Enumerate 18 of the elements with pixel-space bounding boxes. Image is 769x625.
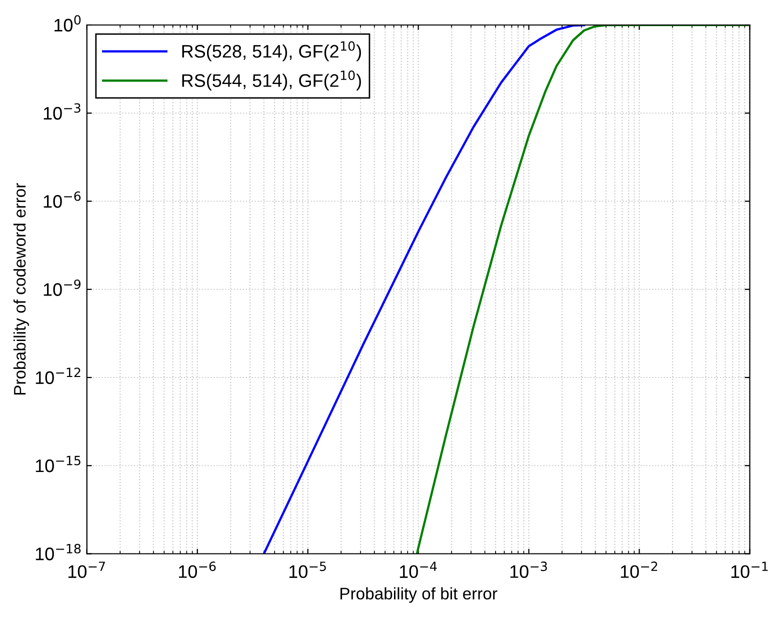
x-axis-title: Probability of bit error: [340, 587, 498, 603]
y-tick-label: 10$^{−6}$: [44, 191, 81, 208]
x-tick-label: 10$^{−4}$: [400, 562, 437, 578]
y-tick-label: 10$^{0}$: [54, 15, 81, 32]
y-tick-label: 10$^{−18}$: [36, 544, 81, 560]
y-tick-label: 10$^{−9}$: [44, 279, 80, 296]
y-tick-label: 10$^{−12}$: [36, 368, 80, 384]
y-axis-title: Probability of codeword error: [13, 183, 29, 395]
y-tick-label: 10$^{−15}$: [36, 456, 80, 472]
x-tick-label: 10$^{−2}$: [620, 562, 658, 578]
x-tick-label: 10$^{−3}$: [510, 562, 547, 578]
x-tick-label: 10$^{−7}$: [68, 562, 105, 578]
x-tick-label: 10$^{−6}$: [178, 562, 216, 578]
legend-label: RS(528, 514), GF(2$^{10}$): [182, 41, 361, 62]
y-tick-label: 10$^{−3}$: [44, 103, 80, 120]
legend-label: RS(544, 514), GF(2$^{10}$): [182, 70, 361, 91]
x-tick-label: 10$^{−5}$: [289, 562, 326, 578]
x-tick-label: 10$^{−1}$: [731, 562, 768, 578]
